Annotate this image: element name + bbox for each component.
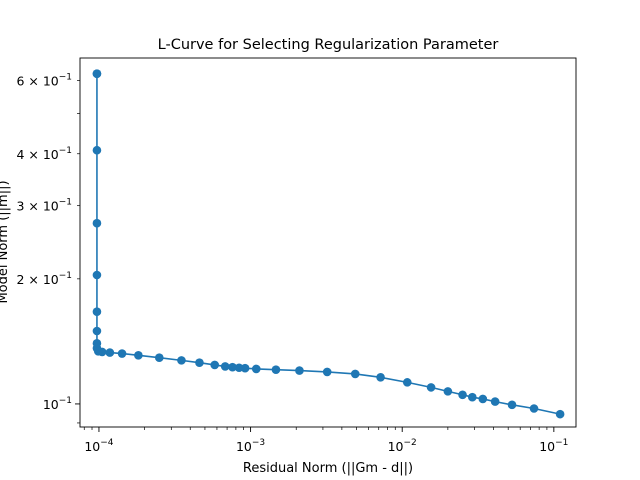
data-point <box>478 394 488 404</box>
data-point <box>92 307 102 317</box>
chart-title: L-Curve for Selecting Regularization Par… <box>158 37 499 53</box>
data-point <box>195 358 204 367</box>
data-point <box>490 397 500 406</box>
data-point <box>507 400 517 410</box>
data-point <box>92 145 102 155</box>
data-point <box>228 362 237 372</box>
data-point <box>117 349 127 358</box>
data-point <box>210 360 220 370</box>
y-tick-label: 4 × 10−1 <box>16 146 72 162</box>
data-point <box>295 366 304 375</box>
series-layer <box>92 69 565 419</box>
data-point <box>468 392 477 402</box>
data-point <box>92 69 102 79</box>
data-point <box>555 409 565 419</box>
y-tick-label: 2 × 10−1 <box>16 271 72 287</box>
data-point <box>92 326 102 336</box>
y-axis-ticks: 10−1 2 × 10−1 3 × 10−1 4 × 10−1 6 × 10−1 <box>16 73 80 424</box>
data-point <box>322 367 332 377</box>
x-axis-ticks: 10−4 10−3 10−2 10−1 <box>83 427 568 454</box>
data-point <box>220 362 230 371</box>
x-tick-label: 10−1 <box>539 438 568 454</box>
data-point <box>177 356 186 365</box>
data-point <box>529 404 539 413</box>
data-point <box>92 339 102 348</box>
x-tick-label: 10−3 <box>236 438 265 454</box>
data-point <box>154 353 164 363</box>
x-axis-label: Residual Norm (||Gm - d||) <box>243 461 413 476</box>
data-point <box>105 348 115 357</box>
data-point <box>271 365 281 374</box>
y-tick-label: 3 × 10−1 <box>16 198 72 214</box>
data-point <box>402 378 412 387</box>
data-point <box>350 369 360 379</box>
plot-frame <box>79 57 577 428</box>
y-axis-label: Model Norm (||m||) <box>0 180 11 303</box>
data-point <box>134 351 143 360</box>
data-point <box>92 218 102 228</box>
y-tick-label: 10−1 <box>43 396 72 412</box>
data-point <box>251 364 261 374</box>
data-point <box>426 383 436 392</box>
x-tick-label: 10−2 <box>388 438 417 454</box>
data-point <box>92 270 102 280</box>
data-point <box>234 363 244 373</box>
plot-area: 10−4 10−3 10−2 10−1 10−1 2 × 10−1 3 × 10−1 4 ×… <box>16 57 577 454</box>
data-point <box>376 373 385 382</box>
data-point <box>443 387 453 396</box>
data-point <box>458 390 467 400</box>
y-tick-label: 6 × 10−1 <box>16 73 72 89</box>
x-tick-label: 10−4 <box>84 438 113 454</box>
